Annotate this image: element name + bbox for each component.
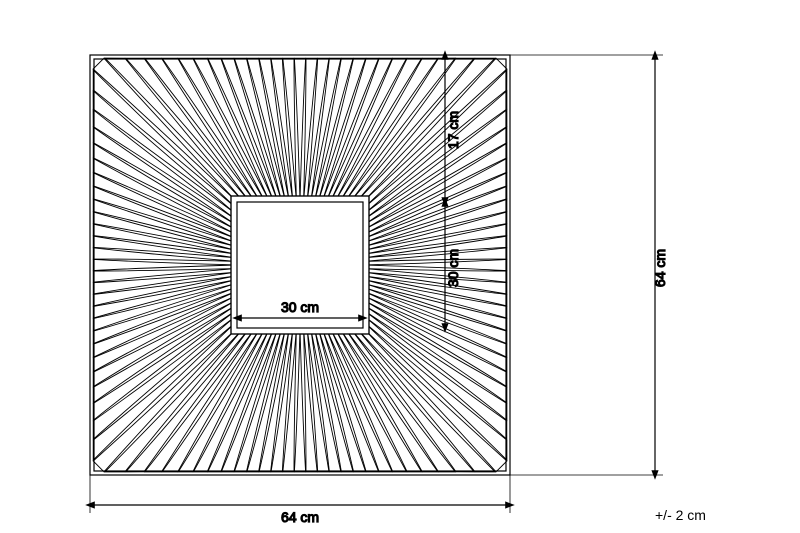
dimension-lines: 64 cm 64 cm 30 cm 30 cm 17 cm bbox=[90, 55, 668, 525]
dim-inner-height-label: 30 cm bbox=[445, 249, 461, 287]
dim-outer-width: 64 cm bbox=[90, 505, 510, 525]
tolerance-label: +/- 2 cm bbox=[655, 507, 706, 523]
dim-frame-depth-label: 17 cm bbox=[445, 111, 461, 149]
dim-outer-height: 64 cm bbox=[652, 55, 668, 475]
dim-inner-height: 30 cm bbox=[445, 202, 461, 328]
dim-outer-height-label: 64 cm bbox=[652, 249, 668, 287]
dim-inner-width-label: 30 cm bbox=[281, 299, 319, 315]
dim-outer-width-label: 64 cm bbox=[281, 509, 319, 525]
